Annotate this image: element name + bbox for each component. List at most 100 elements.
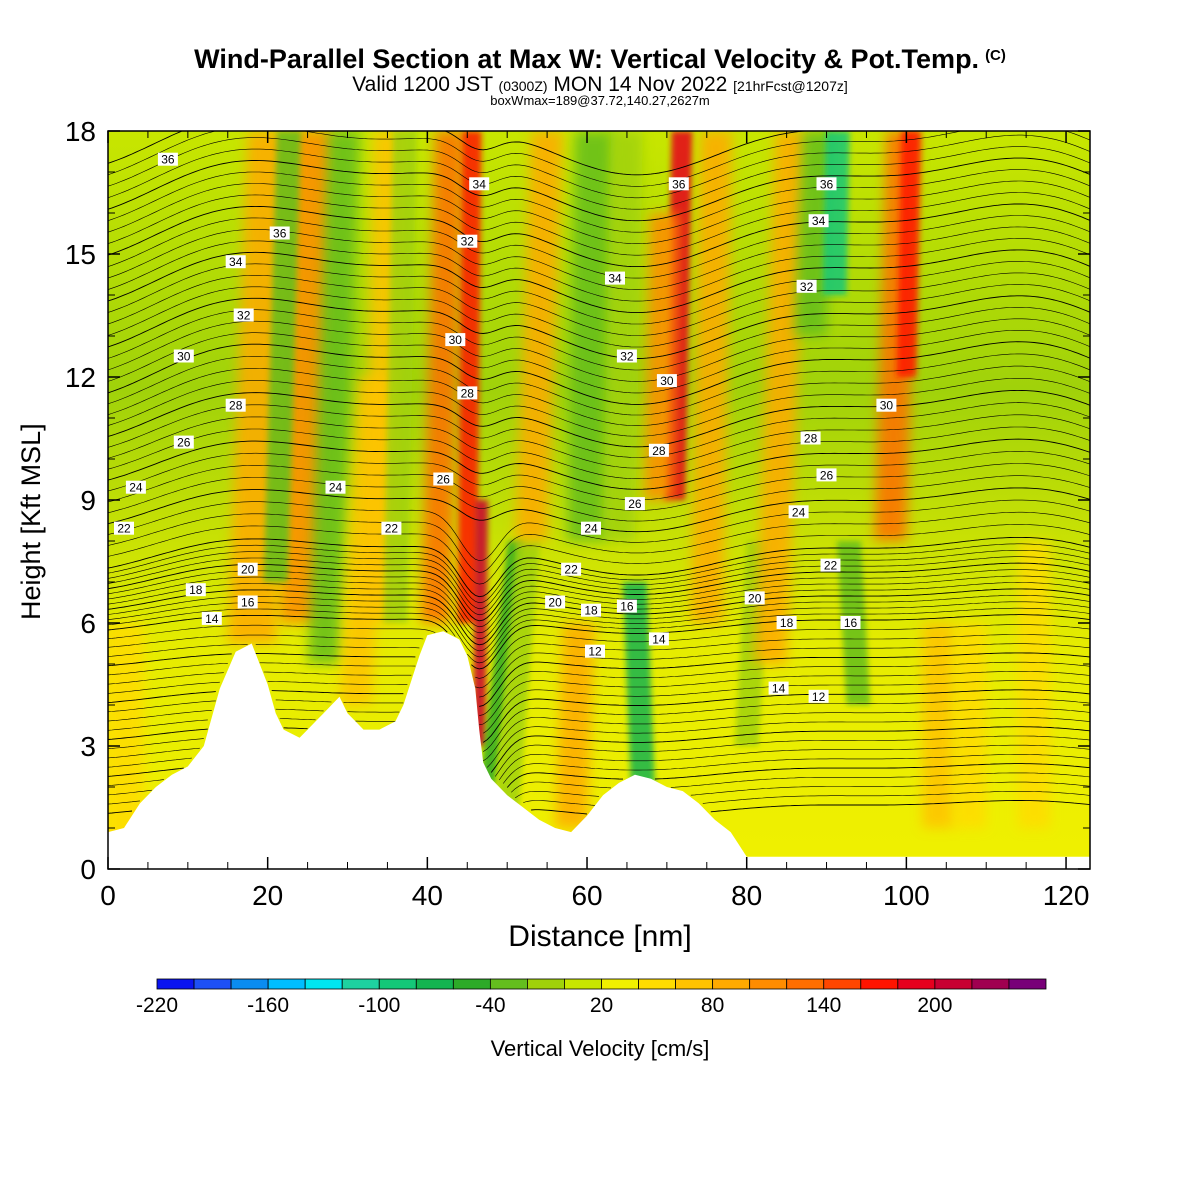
isentrope-line: [108, 652, 1090, 707]
isentrope-line: [108, 450, 1090, 501]
contour-label: 24: [325, 480, 346, 495]
contour-label: 16: [237, 595, 258, 610]
contour-label: 34: [808, 214, 829, 228]
isentrope-line: [108, 717, 1090, 768]
colorbar-tick-label: 80: [701, 994, 724, 1017]
colorbar-swatch: [341, 978, 380, 990]
contour-label: 14: [201, 611, 222, 626]
contour-label: 20: [545, 595, 566, 610]
isentrope-line: [108, 634, 1090, 689]
isentrope-line: [108, 624, 1090, 679]
isentrope-line: [108, 389, 1090, 448]
terrain-mask: [108, 631, 1090, 869]
isentrope-line: [108, 134, 1090, 199]
velocity-field: 36 36 34 36 36 34 34 32 34 32 32 30 30 32 30 28 28 30 26 28…: [108, 131, 1090, 869]
svg-text:36: 36: [820, 177, 834, 191]
contour-label: 22: [114, 521, 134, 536]
contour-label: 28: [648, 443, 669, 458]
contour-label: 36: [269, 226, 290, 241]
contour-label: 26: [433, 472, 454, 487]
svg-text:12: 12: [812, 690, 826, 704]
y-axis-label: Height [Kft MSL]: [16, 423, 46, 620]
isentrope-line: [108, 203, 1090, 268]
svg-text:30: 30: [880, 399, 894, 413]
svg-text:32: 32: [461, 235, 475, 249]
velocity-band: [822, 131, 850, 295]
isentrope-line: [108, 543, 1090, 604]
contour-label: 24: [125, 480, 146, 495]
forecast-info: [21hrFcst@1207z]: [733, 78, 848, 94]
contour-label: 20: [237, 562, 258, 577]
colorbar-swatch: [934, 978, 973, 990]
contour-label: 14: [648, 632, 669, 646]
isentrope-line: [108, 157, 1090, 222]
svg-text:28: 28: [461, 386, 475, 400]
chart-subtitle: Valid 1200 JST (0300Z) MON 14 Nov 2022 […: [0, 73, 1200, 97]
isentrope-line: [108, 726, 1090, 773]
isentrope-line: [108, 414, 1090, 469]
colorbar-swatch: [601, 978, 639, 990]
contour-label: 32: [233, 308, 254, 323]
contour-label: 28: [457, 386, 478, 400]
contour-label: 32: [616, 349, 637, 364]
contour-label: 22: [381, 521, 402, 536]
x-tick-label: 120: [1043, 880, 1090, 911]
svg-text:32: 32: [620, 350, 634, 364]
svg-text:24: 24: [584, 522, 598, 536]
svg-text:20: 20: [548, 596, 562, 610]
velocity-band: [896, 131, 921, 377]
svg-text:30: 30: [449, 333, 463, 347]
svg-text:36: 36: [161, 153, 175, 167]
colorbar-swatch: [860, 978, 899, 990]
velocity-band: [922, 623, 955, 828]
svg-text:14: 14: [205, 612, 219, 626]
contour-label: 18: [776, 616, 797, 630]
velocity-band: [603, 131, 643, 541]
isentrope-line: [108, 511, 1090, 573]
isentrope-line: [108, 295, 1090, 359]
contour-label: 32: [457, 234, 478, 249]
contour-label: 36: [157, 152, 178, 167]
colorbar-swatch: [527, 978, 565, 990]
isentrope-line: [108, 169, 1090, 233]
svg-text:26: 26: [437, 473, 451, 487]
valid-date: MON 14 Nov 2022: [553, 73, 728, 96]
isentrope-line: [108, 575, 1090, 634]
colorbar-tick-label: -40: [475, 994, 505, 1017]
colorbar-swatch: [638, 978, 676, 990]
contour-label: 16: [840, 616, 861, 630]
colorbar-swatch: [304, 978, 343, 990]
contour-label: 22: [561, 562, 582, 577]
colorbar: -220 -160 -100 -40 20 80 140 200: [136, 978, 1047, 1017]
contour-label: 18: [581, 603, 601, 618]
isentrope-line: [108, 426, 1090, 479]
contour-label: 18: [185, 583, 206, 597]
svg-text:18: 18: [780, 616, 794, 630]
svg-text:28: 28: [804, 432, 818, 446]
velocity-band: [1018, 541, 1051, 828]
contour-label: 28: [225, 398, 246, 413]
contour-label: 24: [788, 505, 809, 519]
isentrope-line: [108, 607, 1090, 664]
valid-utc: (0300Z): [498, 78, 548, 94]
svg-text:30: 30: [660, 374, 674, 388]
contour-label: 30: [656, 374, 677, 388]
svg-text:32: 32: [237, 309, 251, 323]
isentrope-line: [108, 365, 1090, 426]
svg-text:26: 26: [177, 436, 191, 450]
isentrope-line: [108, 131, 1090, 187]
colorbar-swatch: [230, 978, 269, 990]
svg-text:14: 14: [772, 682, 786, 696]
isentrope-line: [108, 283, 1090, 348]
svg-text:34: 34: [229, 255, 243, 269]
contour-label: 34: [605, 271, 625, 286]
contour-label: 28: [800, 431, 821, 446]
colorbar-label: Vertical Velocity [cm/s]: [490, 1036, 710, 1061]
isentrope-line: [108, 475, 1090, 522]
svg-text:24: 24: [329, 481, 343, 495]
valid-time: Valid 1200 JST: [352, 73, 493, 96]
contour-label: 34: [225, 255, 246, 269]
colorbar-swatch: [786, 978, 825, 990]
svg-text:34: 34: [608, 272, 622, 286]
